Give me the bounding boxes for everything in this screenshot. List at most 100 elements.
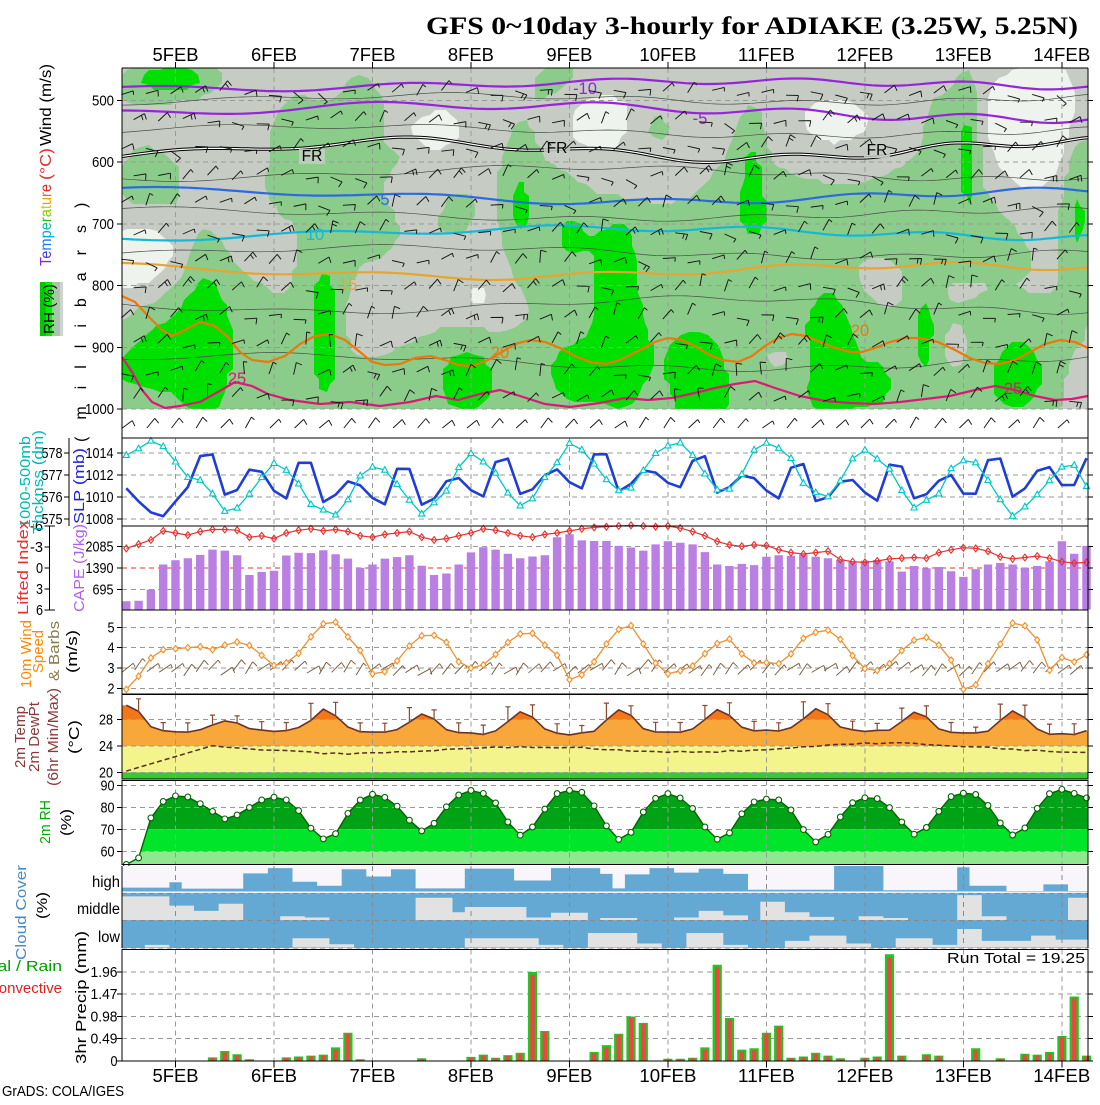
svg-text:-5: -5 [693, 110, 708, 128]
svg-text:578: 578 [42, 445, 63, 462]
svg-text:2m DewPt: 2m DewPt [26, 701, 43, 772]
svg-text:60: 60 [101, 843, 115, 860]
svg-text:70: 70 [101, 821, 115, 838]
svg-text:2m Temp: 2m Temp [12, 706, 29, 768]
svg-text:90: 90 [101, 777, 115, 794]
svg-text:1.96: 1.96 [91, 964, 118, 981]
svg-text:5FEB: 5FEB [153, 45, 199, 65]
svg-text:4: 4 [108, 640, 115, 657]
svg-text:12FEB: 12FEB [836, 1066, 893, 1086]
svg-text:11FEB: 11FEB [738, 45, 795, 65]
svg-text:& Barbs: & Barbs [46, 621, 63, 681]
svg-text:25: 25 [228, 370, 246, 388]
svg-text:10FEB: 10FEB [639, 1066, 696, 1086]
svg-text:SLP (mb): SLP (mb) [71, 448, 88, 524]
svg-text:Temperature: Temperature [38, 184, 55, 266]
svg-text:575: 575 [42, 511, 63, 528]
svg-text:3hr Precip (mm): 3hr Precip (mm) [73, 931, 90, 1064]
svg-text:6FEB: 6FEB [251, 1066, 297, 1086]
svg-text:(%): (%) [34, 892, 51, 919]
svg-text:11FEB: 11FEB [738, 1066, 795, 1086]
svg-text:1000: 1000 [85, 401, 114, 418]
svg-text:Total / Rain: Total / Rain [0, 958, 62, 975]
svg-text:Wind (m/s): Wind (m/s) [38, 64, 55, 146]
svg-text:1390: 1390 [86, 560, 114, 577]
svg-text:GrADS: COLA/IGES: GrADS: COLA/IGES [2, 1083, 124, 1100]
svg-text:-3: -3 [30, 539, 43, 556]
svg-text:Lifted Index: Lifted Index [15, 519, 32, 615]
svg-text:20: 20 [99, 764, 113, 781]
svg-text:13FEB: 13FEB [935, 45, 992, 65]
svg-text:(m/s): (m/s) [64, 630, 81, 673]
svg-text:2085: 2085 [86, 538, 114, 555]
svg-text:GFS 0~10day 3-hourly for ADIAK: GFS 0~10day 3-hourly for ADIAKE (3.25W, … [426, 13, 1078, 40]
svg-text:-10: -10 [573, 80, 597, 98]
svg-text:1014: 1014 [86, 445, 114, 462]
svg-text:5FEB: 5FEB [153, 1066, 199, 1086]
svg-text:9FEB: 9FEB [546, 1066, 592, 1086]
svg-text:10: 10 [306, 226, 324, 244]
svg-text:500: 500 [92, 93, 114, 110]
svg-text:20: 20 [851, 322, 869, 340]
svg-text:CAPE (J/kg): CAPE (J/kg) [71, 524, 88, 612]
svg-text:8FEB: 8FEB [448, 1066, 494, 1086]
svg-text:FR: FR [302, 148, 323, 165]
svg-text:13FEB: 13FEB [935, 1066, 992, 1086]
svg-text:RH (%): RH (%) [41, 284, 58, 334]
svg-text:576: 576 [42, 489, 63, 506]
svg-text:low: low [98, 929, 121, 946]
svg-text:24: 24 [99, 738, 113, 755]
svg-text:0.49: 0.49 [91, 1031, 118, 1048]
svg-text:1.47: 1.47 [91, 986, 118, 1003]
svg-text:9FEB: 9FEB [546, 45, 592, 65]
svg-text:10m Wind: 10m Wind [18, 620, 35, 688]
svg-text:0: 0 [36, 560, 43, 577]
svg-text:7FEB: 7FEB [350, 1066, 396, 1086]
svg-text:3: 3 [36, 581, 43, 598]
svg-text:-6: -6 [30, 518, 43, 535]
svg-text:middle: middle [77, 901, 120, 918]
svg-text:FR: FR [547, 140, 568, 157]
svg-text:25: 25 [1004, 380, 1022, 398]
svg-text:14FEB: 14FEB [1033, 45, 1090, 65]
svg-text:Thcknss (dm): Thcknss (dm) [30, 430, 47, 534]
svg-text:600: 600 [92, 154, 114, 171]
svg-text:Run Total = 19.25: Run Total = 19.25 [947, 951, 1085, 967]
svg-text:1012: 1012 [86, 467, 114, 484]
svg-text:1008: 1008 [86, 511, 114, 528]
svg-text:3: 3 [108, 660, 115, 677]
svg-text:800: 800 [92, 278, 114, 295]
svg-text:1010: 1010 [86, 489, 114, 506]
svg-text:10FEB: 10FEB [639, 45, 696, 65]
svg-text:14FEB: 14FEB [1033, 1066, 1090, 1086]
svg-text:900: 900 [92, 339, 114, 356]
svg-text:20: 20 [491, 344, 509, 362]
svg-text:Convective: Convective [0, 980, 62, 997]
svg-text:2: 2 [108, 680, 115, 697]
svg-text:6: 6 [36, 602, 43, 619]
svg-text:0.98: 0.98 [91, 1009, 118, 1026]
svg-text:high: high [92, 874, 120, 891]
svg-text:(millibars): (millibars) [73, 186, 90, 442]
svg-text:Cloud Cover: Cloud Cover [13, 865, 30, 960]
svg-text:Speed: Speed [30, 630, 47, 673]
svg-text:15: 15 [339, 276, 357, 294]
svg-text:(°C): (°C) [38, 148, 55, 180]
svg-text:700: 700 [92, 216, 114, 233]
svg-text:FR: FR [867, 142, 888, 159]
svg-text:1000-500mb: 1000-500mb [17, 436, 34, 528]
svg-text:(°C): (°C) [66, 720, 83, 754]
svg-text:0: 0 [111, 1053, 118, 1070]
svg-text:(6hr Min/Max): (6hr Min/Max) [45, 688, 62, 786]
svg-text:695: 695 [93, 581, 114, 598]
svg-text:(%): (%) [58, 809, 75, 836]
svg-text:28: 28 [99, 712, 113, 729]
svg-text:12FEB: 12FEB [836, 45, 893, 65]
svg-text:2m RH: 2m RH [37, 800, 54, 844]
svg-text:7FEB: 7FEB [350, 45, 396, 65]
svg-text:577: 577 [42, 467, 63, 484]
svg-text:5: 5 [108, 619, 115, 636]
svg-text:80: 80 [101, 799, 115, 816]
svg-text:6FEB: 6FEB [251, 45, 297, 65]
svg-text:5: 5 [380, 191, 389, 209]
